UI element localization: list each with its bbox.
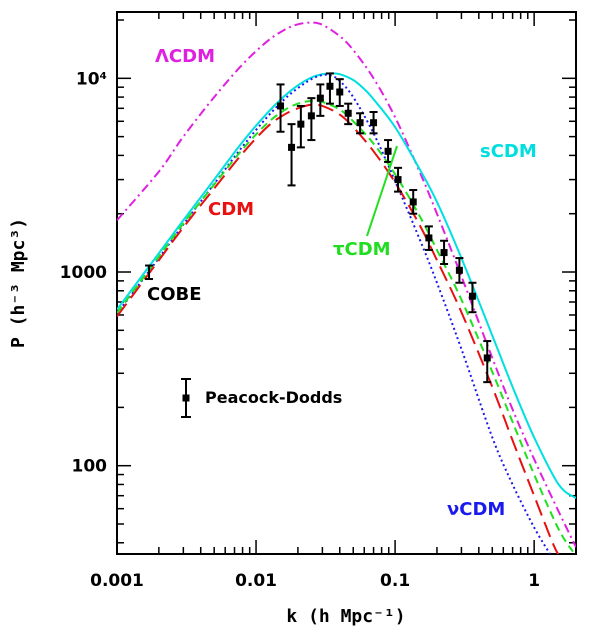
plot-frame bbox=[116, 11, 577, 555]
curve-CDM bbox=[117, 103, 560, 554]
data-point bbox=[455, 266, 463, 274]
data-point bbox=[336, 88, 344, 96]
curve-τCDM bbox=[117, 99, 574, 553]
data-point bbox=[425, 234, 433, 242]
label-lcdm: ΛCDM bbox=[155, 46, 215, 67]
label-cobe: COBE bbox=[147, 284, 202, 305]
curve-ΛCDM bbox=[117, 21, 576, 548]
y-tick-label: 100 bbox=[72, 457, 108, 477]
peacock-dodds-points bbox=[276, 72, 492, 384]
legend-label: Peacock-Dodds bbox=[205, 388, 342, 407]
data-point bbox=[277, 102, 285, 110]
x-axis-label: k (h Mpc⁻¹) bbox=[286, 606, 405, 627]
y-axis-label: P (h⁻³ Mpc³) bbox=[8, 218, 29, 348]
label-ncdm: νCDM bbox=[447, 499, 505, 520]
data-point bbox=[394, 176, 402, 184]
data-point bbox=[316, 94, 324, 102]
data-point bbox=[344, 109, 352, 117]
data-point bbox=[384, 147, 392, 155]
data-point bbox=[370, 119, 378, 127]
x-tick-label: 0.01 bbox=[235, 571, 277, 591]
data-point bbox=[297, 120, 305, 128]
label-scdm: sCDM bbox=[480, 141, 537, 162]
data-point bbox=[326, 82, 334, 90]
x-tick-label: 0.1 bbox=[380, 571, 410, 591]
x-tick-label: 0.001 bbox=[90, 571, 144, 591]
axis-ticks: 0.001 0.01 0.1 1 100 1000 10⁴ bbox=[60, 12, 577, 591]
data-point bbox=[440, 249, 448, 257]
tcdm-pointer bbox=[366, 145, 398, 237]
data-point bbox=[483, 354, 491, 362]
data-point bbox=[288, 143, 296, 151]
y-tick-label: 10⁴ bbox=[76, 69, 107, 89]
curve-sCDM bbox=[117, 72, 576, 499]
legend: Peacock-Dodds bbox=[181, 378, 342, 418]
data-point bbox=[356, 119, 364, 127]
data-point bbox=[409, 198, 417, 206]
x-tick-label: 1 bbox=[528, 571, 540, 591]
y-tick-label: 1000 bbox=[60, 263, 107, 283]
data-point bbox=[468, 292, 476, 300]
cobe-point bbox=[145, 264, 154, 281]
legend-marker bbox=[182, 394, 190, 402]
label-tcdm: τCDM bbox=[333, 239, 391, 260]
label-cdm: CDM bbox=[208, 199, 254, 220]
data-point bbox=[307, 112, 315, 120]
